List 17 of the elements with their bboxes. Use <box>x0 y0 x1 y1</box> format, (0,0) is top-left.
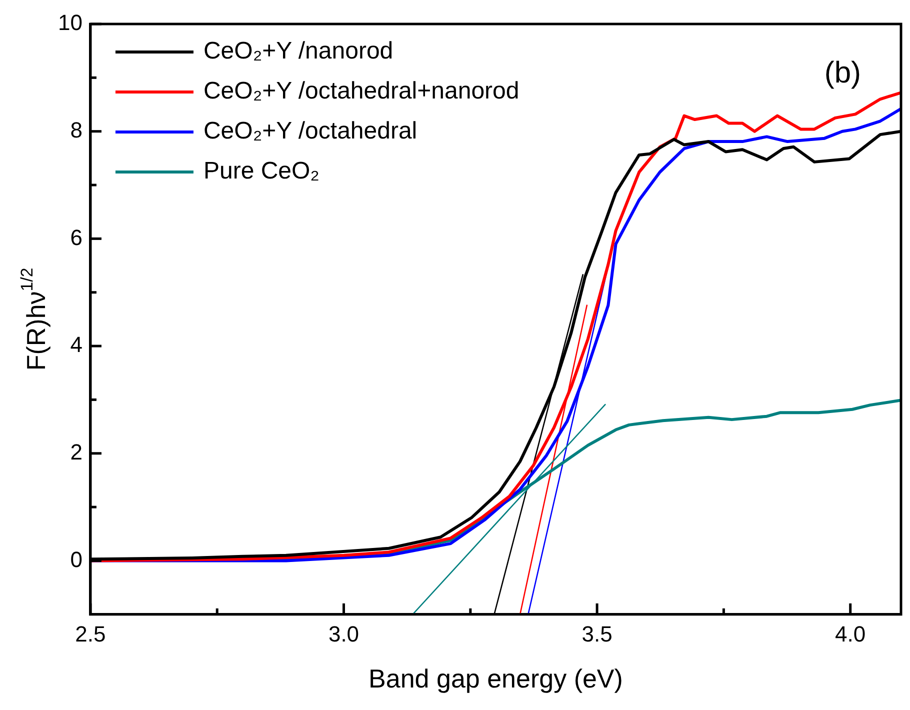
x-tick-label: 3.0 <box>328 622 360 647</box>
y-tick-label: 0 <box>70 546 82 572</box>
x-tick-label: 3.5 <box>582 622 612 647</box>
legend-label: CeO₂+Y /octahedral <box>203 118 418 145</box>
legend-label: CeO₂+Y /octahedral+nanorod <box>203 78 520 105</box>
y-tick-label: 2 <box>70 439 82 464</box>
y-tick-label: 10 <box>58 10 82 36</box>
legend-label: Pure CeO₂ <box>203 158 320 185</box>
y-tick-label: 8 <box>70 117 82 142</box>
y-tick-label: 6 <box>70 224 82 250</box>
annotation: (b) <box>824 56 861 90</box>
legend-label: CeO₂+Y /nanorod <box>203 38 394 65</box>
y-axis-title: F(R)hν1/2 <box>17 268 52 371</box>
x-axis-title: Band gap energy (eV) <box>368 664 623 694</box>
y-tick-label: 4 <box>70 332 82 358</box>
x-tick-label: 4.0 <box>835 622 866 647</box>
x-tick-label: 2.5 <box>75 622 106 647</box>
